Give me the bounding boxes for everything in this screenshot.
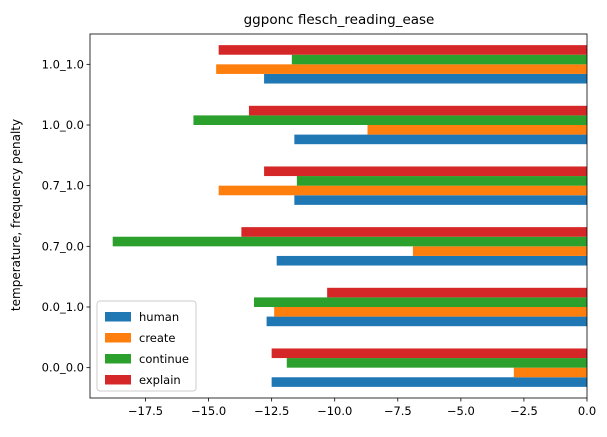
x-tick-label: −15.0 — [191, 404, 226, 418]
legend-swatch-human — [105, 312, 131, 322]
bar-create-0.0_0.0 — [513, 367, 587, 378]
x-tick-label: −12.5 — [254, 404, 289, 418]
legend-label-continue: continue — [139, 352, 189, 366]
y-tick-label: 0.0_1.0 — [42, 300, 84, 314]
bar-explain-0.0_1.0 — [327, 287, 587, 298]
bars-group — [112, 45, 588, 387]
bar-continue-0.0_0.0 — [286, 358, 587, 368]
bar-create-0.7_1.0 — [218, 185, 587, 196]
legend: human create continue explain — [96, 300, 197, 392]
x-tick-label: −10.0 — [317, 404, 352, 418]
bar-human-0.7_0.0 — [276, 255, 587, 266]
bar-explain-0.7_0.0 — [241, 227, 588, 237]
bar-explain-1.0_1.0 — [218, 45, 587, 55]
x-tick-label: −17.5 — [128, 404, 163, 418]
legend-label-create: create — [139, 331, 176, 345]
bar-human-0.7_1.0 — [294, 195, 587, 205]
y-tick-label: 0.7_0.0 — [42, 239, 84, 253]
bar-explain-0.0_0.0 — [271, 348, 587, 359]
legend-swatch-explain — [105, 375, 131, 385]
bar-human-0.0_1.0 — [266, 316, 587, 327]
bar-continue-0.7_0.0 — [112, 236, 588, 247]
chart-title: ggponc flesch_reading_ease — [244, 12, 435, 28]
x-tick-label: −2.5 — [510, 404, 538, 418]
bar-human-1.0_0.0 — [294, 134, 587, 145]
bar-create-0.7_0.0 — [412, 246, 587, 256]
legend-label-human: human — [139, 310, 179, 324]
x-tick-label: −5.0 — [447, 404, 475, 418]
axes-group: −17.5 −15.0 −12.5 −10.0 −7.5 −5.0 −2.5 0.0 0.0_0… — [42, 33, 596, 418]
bar-create-0.0_1.0 — [274, 307, 587, 317]
bar-continue-0.0_1.0 — [253, 297, 587, 307]
bar-continue-0.7_1.0 — [296, 176, 587, 186]
y-axis-label: temperature, frequency penalty — [9, 119, 23, 311]
x-tick-label: 0.0 — [578, 404, 596, 418]
bar-continue-1.0_0.0 — [193, 115, 587, 125]
bar-explain-0.7_1.0 — [264, 166, 587, 177]
y-tick-label: 0.0_0.0 — [42, 361, 84, 375]
bar-continue-1.0_1.0 — [291, 54, 587, 65]
legend-swatch-create — [105, 333, 131, 343]
y-tick-label: 1.0_1.0 — [42, 57, 84, 71]
legend-box — [96, 300, 197, 392]
y-tick-label: 1.0_0.0 — [42, 118, 84, 132]
bar-create-1.0_0.0 — [367, 125, 587, 135]
bar-human-1.0_1.0 — [264, 73, 587, 84]
bar-human-0.0_0.0 — [271, 377, 587, 387]
plot-frame — [89, 33, 588, 399]
bar-explain-1.0_0.0 — [248, 105, 587, 116]
y-tick-label: 0.7_1.0 — [42, 179, 84, 193]
legend-swatch-continue — [105, 354, 131, 364]
bar-create-1.0_1.0 — [216, 64, 587, 74]
x-tick-label: −7.5 — [384, 404, 412, 418]
legend-label-explain: explain — [139, 373, 181, 387]
